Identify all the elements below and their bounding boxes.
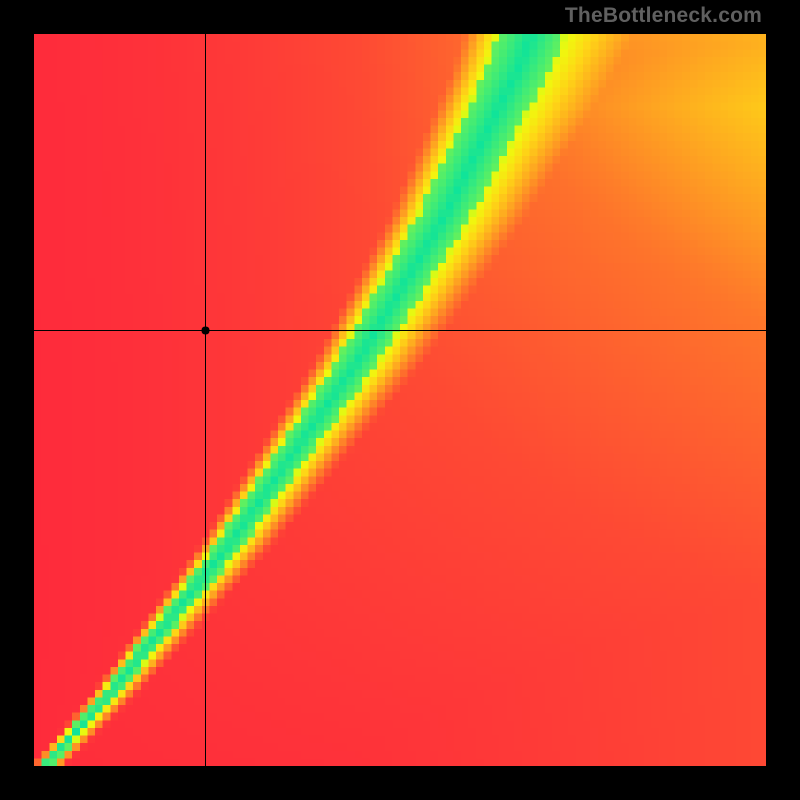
- heatmap-plot: [34, 34, 766, 766]
- branding-label: TheBottleneck.com: [565, 4, 762, 28]
- crosshair-overlay: [34, 34, 766, 766]
